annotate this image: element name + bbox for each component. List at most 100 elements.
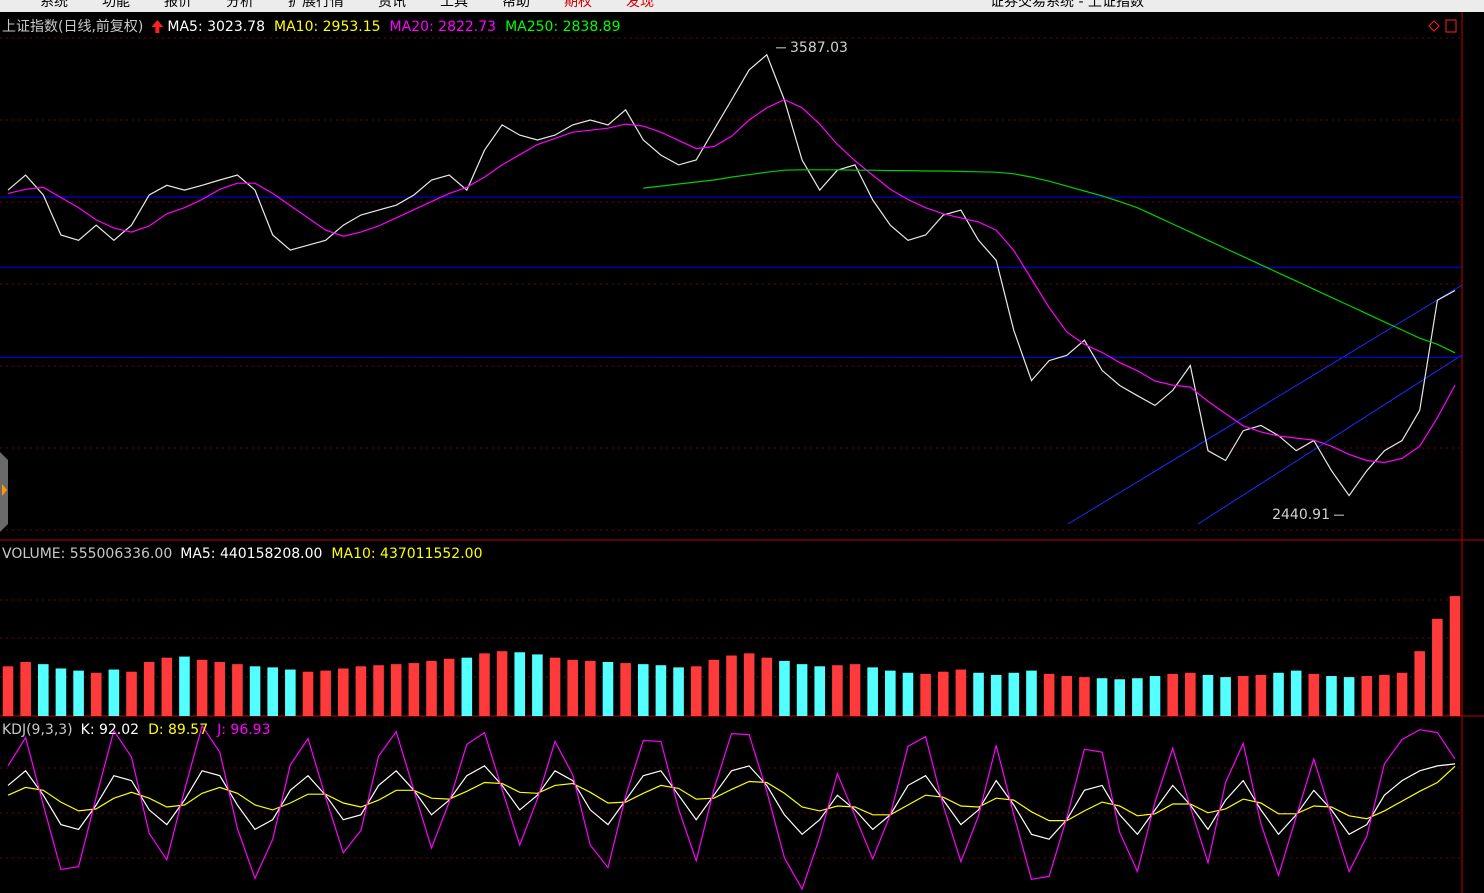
indicator-label: MA20: 2822.73 (390, 19, 497, 35)
volume-bar (143, 661, 155, 716)
signal-arrow (151, 20, 164, 33)
volume-bar (1114, 679, 1126, 716)
volume-bar (761, 657, 773, 716)
indicator-label: MA250: 2838.89 (505, 19, 620, 35)
volume-bar (1185, 672, 1196, 716)
trend-line (1197, 354, 1463, 525)
indicator-label: D: 89.57 (148, 722, 208, 738)
volume-bar (920, 673, 931, 716)
volume-bar (955, 669, 967, 716)
menu-item[interactable]: 帮助 (502, 0, 530, 10)
volume-bar (126, 671, 137, 716)
menu-item[interactable]: 功能 (102, 0, 130, 10)
icon[interactable] (1428, 20, 1440, 32)
volume-bar (496, 651, 508, 716)
volume-bar (567, 659, 578, 716)
volume-bar (1026, 670, 1037, 716)
volume-bar (285, 669, 296, 716)
volume-bar (479, 653, 490, 716)
volume-bar (337, 668, 349, 716)
indicator-label: J: 96.93 (216, 722, 270, 738)
volume-bar (1343, 677, 1355, 716)
volume-bar (1079, 677, 1090, 716)
volume-bar (2, 666, 14, 716)
panel-title: 上证指数(日线,前复权) (2, 18, 143, 35)
menu-item[interactable]: 发现 (626, 0, 654, 10)
volume-bar (461, 657, 473, 716)
plot: 3587.03 2440.91 上证指数(日线,前复权) MA5: 3023.78 MA… (0, 18, 1462, 891)
volume-bar (885, 670, 896, 716)
volume-bar (1449, 596, 1461, 716)
volume-bar (108, 669, 120, 716)
series-line (7, 98, 1456, 464)
volume-bar (832, 665, 843, 716)
volume-bar (1061, 676, 1073, 716)
indicator-label: MA10: 437011552.00 (331, 546, 482, 562)
volume-bar (90, 672, 102, 716)
volume-bar (655, 665, 667, 716)
volume-bar (1255, 674, 1267, 716)
volume-bar (1273, 672, 1284, 716)
annotation: 2440.91 (1272, 507, 1330, 523)
volume-bar (849, 664, 861, 716)
volume-bar (1202, 674, 1214, 716)
volume-bar (161, 657, 173, 716)
volume-bar (408, 663, 420, 716)
volume-bar (1237, 676, 1249, 716)
indicator-label: MA10: 2953.15 (274, 19, 381, 35)
volume-bar (373, 665, 384, 716)
volume-bar (585, 660, 596, 716)
menu-item[interactable]: 工具 (440, 0, 468, 10)
menu-item[interactable]: 分析 (226, 0, 254, 10)
menu-item[interactable]: 报价 (164, 0, 192, 10)
volume-bar (267, 667, 278, 716)
indicator-label: K: 92.02 (81, 722, 139, 738)
volume-bar (549, 657, 561, 716)
volume-bar (1132, 678, 1143, 716)
side-tab-arrow[interactable] (2, 484, 7, 496)
volume-bar (620, 663, 631, 716)
volume-bar (390, 664, 402, 716)
menu-item[interactable]: 期权 (564, 0, 592, 10)
indicator-label: MA5: 3023.78 (167, 19, 265, 35)
volume-bar (637, 664, 649, 716)
series-line (643, 169, 1456, 354)
icon[interactable] (1445, 19, 1457, 33)
volume-bar (232, 664, 243, 716)
series-line (7, 53, 1456, 497)
trend-line (1067, 284, 1463, 525)
volume-bar (1432, 618, 1443, 716)
series-line (7, 763, 1456, 840)
window-title: 证券交易系统 - 上证指数 (990, 0, 1144, 10)
volume-bar (690, 666, 702, 716)
volume-bar (1379, 674, 1390, 716)
panel: VOLUME: 555006336.00 MA5: 440158208.00 MA1… (2, 546, 1461, 716)
volume-bar (937, 671, 949, 716)
volume-bar (179, 656, 190, 716)
volume-bar (320, 670, 331, 716)
panel: KDJ(9,3,3) K: 92.02 D: 89.57 J: 96.93 (2, 722, 1456, 891)
volume-bar (1361, 676, 1373, 716)
volume-bar (814, 666, 826, 716)
menu-item[interactable]: 系统 (40, 0, 68, 10)
menu: 系统 功能 报价 分析 扩展行情 资讯 工具 帮助 期权 发现 证券交易系统 - 上证指数 (40, 0, 1144, 10)
volume-bar (1326, 676, 1337, 716)
menu-item[interactable]: 资讯 (378, 0, 406, 10)
volume-bar (532, 654, 543, 716)
volume-bar (673, 667, 684, 716)
volume-bar (20, 661, 31, 716)
panel: 3587.03 2440.91 上证指数(日线,前复权) MA5: 3023.78 MA… (0, 18, 1462, 523)
grid (0, 37, 1462, 859)
volume-bar (867, 667, 878, 716)
volume-bar (779, 660, 790, 716)
menu-item[interactable]: 扩展行情 (288, 0, 344, 10)
volume-bar (249, 666, 261, 716)
indicator-label: MA5: 440158208.00 (180, 546, 322, 562)
volume-bar (302, 671, 314, 716)
volume-bar (1167, 673, 1178, 716)
volume-bar (1149, 676, 1161, 716)
annotation: 3587.03 (790, 40, 848, 56)
panel-title: KDJ(9,3,3) (2, 722, 73, 738)
volume-bar (1096, 678, 1108, 716)
